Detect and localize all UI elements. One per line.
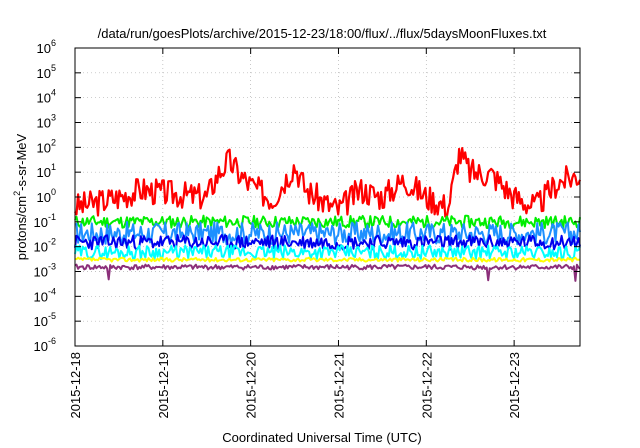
y-tick-label: 10-6 <box>34 336 56 354</box>
axis-ticks: 10-6 10-5 10-4 10-3 10-2 10-1 100 101 102 103 104 1… <box>34 38 580 419</box>
series-line-5 <box>74 244 581 261</box>
x-tick-label: 2015-12-20 <box>244 352 259 419</box>
chart-title: /data/run/goesPlots/archive/2015-12-23/1… <box>98 26 547 41</box>
series-group <box>74 147 582 282</box>
y-tick-label: 103 <box>37 113 56 131</box>
y-axis-title: protons/cm2-s-sr-MeV <box>12 133 29 260</box>
x-axis-label: Coordinated Universal Time (UTC) <box>222 430 421 445</box>
y-tick-label: 10-2 <box>34 237 56 255</box>
y-tick-label: 106 <box>37 38 56 56</box>
y-tick-label: 101 <box>37 162 56 180</box>
x-tick-label: 2015-12-23 <box>507 352 522 419</box>
y-tick-label: 102 <box>37 137 56 155</box>
y-tick-label: 10-1 <box>34 212 56 230</box>
y-tick-label: 104 <box>37 88 56 106</box>
series-line-6 <box>74 256 581 263</box>
x-tick-label: 2015-12-18 <box>68 352 83 419</box>
x-tick-label: 2015-12-21 <box>331 352 346 419</box>
series-line-4 <box>74 233 581 251</box>
series-line-2 <box>74 214 581 229</box>
y-axis-label: protons/cm2-s-sr-MeV <box>12 133 29 260</box>
series-line-7 <box>74 263 581 282</box>
y-tick-label: 10-4 <box>34 286 56 304</box>
y-tick-label: 105 <box>37 63 56 81</box>
series-line-1 <box>74 147 582 218</box>
y-tick-label: 100 <box>37 187 56 205</box>
series-line-3 <box>74 221 581 246</box>
x-tick-label: 2015-12-22 <box>419 352 434 419</box>
y-tick-label: 10-3 <box>34 262 56 280</box>
x-tick-label: 2015-12-19 <box>156 352 171 419</box>
y-tick-label: 10-5 <box>34 311 56 329</box>
